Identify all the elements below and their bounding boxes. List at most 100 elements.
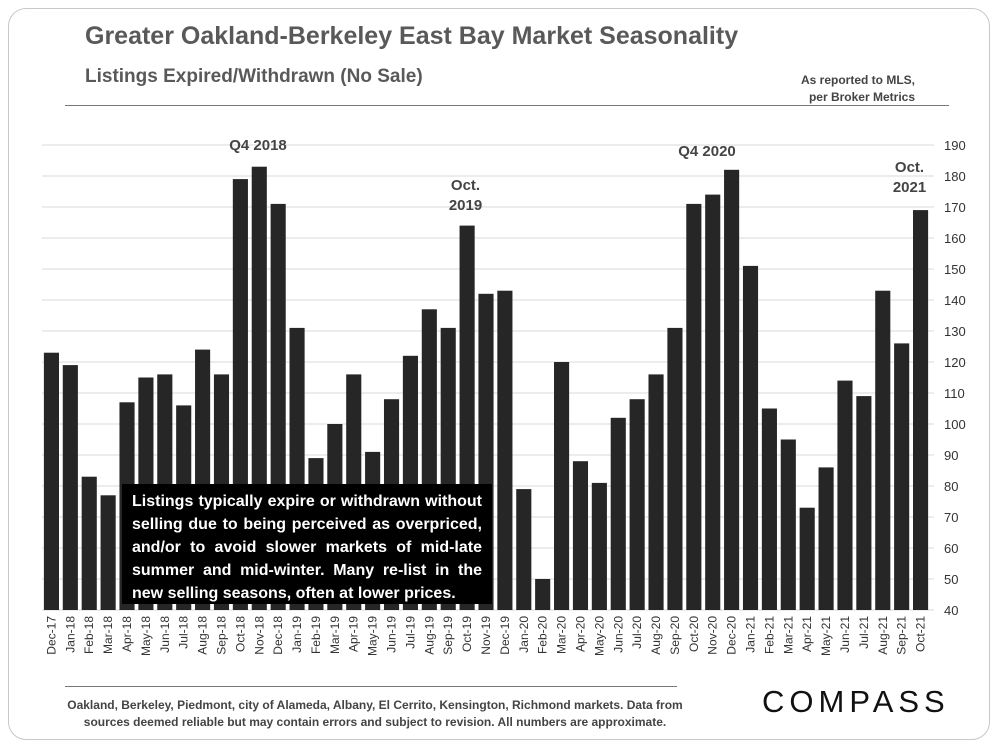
bar-dec-17: [43, 352, 60, 610]
y-tick-label: 130: [944, 324, 966, 339]
source-note: As reported to MLS, per Broker Metrics: [715, 72, 915, 106]
x-tick-label: Jun-18: [158, 616, 172, 653]
y-tick-label: 120: [944, 355, 966, 370]
x-tick-label: Dec-19: [498, 616, 512, 655]
x-tick-label: Feb-18: [82, 616, 96, 654]
x-tick-label: Mar-19: [328, 616, 342, 654]
annotation-oct-2021: Oct. 2021: [872, 158, 947, 198]
y-tick-label: 40: [944, 603, 958, 618]
x-tick-label: Nov-19: [479, 616, 493, 655]
x-tick-label: Jul-18: [177, 616, 191, 649]
x-tick-label: Jul-20: [630, 616, 644, 649]
bar-mar-18: [100, 495, 116, 610]
x-tick-label: Aug-19: [422, 616, 436, 655]
bar-aug-21: [875, 290, 891, 610]
footer-note-line1: Oakland, Berkeley, Piedmont, city of Ala…: [67, 698, 683, 712]
x-tick-label: Feb-21: [762, 616, 776, 654]
x-tick-label: Jan-20: [517, 616, 531, 653]
x-tick-label: Jun-19: [385, 616, 399, 653]
x-tick-label: May-18: [139, 616, 153, 656]
x-tick-label: May-21: [819, 616, 833, 656]
x-tick-label: Mar-21: [781, 616, 795, 654]
x-tick-label: Nov-18: [252, 616, 266, 655]
x-tick-label: May-19: [366, 616, 380, 656]
chart-subtitle: Listings Expired/Withdrawn (No Sale): [85, 66, 423, 87]
x-tick-label: Sep-18: [214, 616, 228, 655]
y-tick-label: 140: [944, 293, 966, 308]
y-tick-label: 60: [944, 541, 958, 556]
x-tick-label: Sep-20: [668, 616, 682, 655]
x-tick-label: Oct-20: [687, 616, 701, 652]
bar-oct-20: [686, 203, 702, 610]
x-tick-label: Sep-19: [441, 616, 455, 655]
bar-jul-21: [856, 396, 872, 610]
bar-jun-20: [610, 417, 626, 610]
x-tick-label: Apr-20: [573, 616, 587, 652]
y-tick-label: 190: [944, 138, 966, 153]
x-tick-label: Jan-19: [290, 616, 304, 653]
annotation-oct-2019-line1: Oct.: [450, 177, 481, 194]
x-tick-label: Apr-19: [347, 616, 361, 652]
annotation-oct-2019-line2: 2019: [448, 197, 483, 214]
x-tick-label: Feb-19: [309, 616, 323, 654]
bar-mar-21: [780, 439, 796, 610]
header-divider: [65, 105, 949, 106]
x-tick-label: Jun-20: [611, 616, 625, 653]
bar-may-20: [591, 482, 607, 610]
x-tick-label: Oct-21: [914, 616, 928, 652]
y-tick-label: 90: [944, 448, 958, 463]
y-tick-label: 80: [944, 479, 958, 494]
x-tick-label: Jun-21: [838, 616, 852, 653]
y-tick-label: 160: [944, 231, 966, 246]
bar-dec-20: [724, 169, 740, 611]
x-tick-label: Sep-21: [895, 616, 909, 655]
bar-jun-21: [837, 380, 853, 610]
x-tick-label: Aug-21: [876, 616, 890, 655]
x-tick-label: May-20: [592, 616, 606, 656]
footer-note: Oakland, Berkeley, Piedmont, city of Ala…: [40, 697, 710, 731]
compass-logo: COMPASS: [762, 684, 950, 720]
x-tick-label: Oct-19: [460, 616, 474, 652]
chart-title: Greater Oakland-Berkeley East Bay Market…: [85, 22, 739, 50]
source-note-line2: per Broker Metrics: [808, 90, 915, 104]
y-tick-label: 180: [944, 169, 966, 184]
x-tick-label: Aug-18: [196, 616, 210, 655]
bar-sep-20: [667, 327, 683, 610]
y-tick-label: 170: [944, 200, 966, 215]
x-axis-ticks: Dec-17 Jan-18 Feb-18 Mar-18 Apr-18 May-18 Jun-…: [44, 616, 927, 656]
x-tick-label: Jan-18: [63, 616, 77, 653]
x-tick-label: Apr-18: [120, 616, 134, 652]
x-tick-label: Dec-17: [44, 616, 58, 655]
annotation-oct-2019: Oct. 2019: [428, 176, 503, 216]
annotation-q4-2020: Q4 2020: [678, 143, 736, 160]
y-tick-label: 100: [944, 417, 966, 432]
bar-nov-20: [705, 194, 721, 610]
y-tick-label: 70: [944, 510, 958, 525]
y-tick-label: 150: [944, 262, 966, 277]
y-axis-ticks: 40 50 60 70 80 90 100 110 120 130 140 150 160 170 180 1…: [944, 138, 966, 618]
x-tick-label: Dec-18: [271, 616, 285, 655]
annotation-q4-2018: Q4 2018: [229, 137, 287, 154]
bar-jan-20: [516, 489, 532, 610]
bar-jan-21: [742, 265, 759, 610]
bar-dec-19: [497, 290, 513, 610]
x-tick-label: Nov-20: [706, 616, 720, 655]
x-tick-label: Dec-20: [725, 616, 739, 655]
source-note-line1: As reported to MLS,: [800, 73, 915, 87]
bar-may-21: [818, 467, 834, 610]
callout-box: Listings typically expire or withdrawn w…: [122, 484, 492, 604]
annotation-oct-2021-line1: Oct.: [894, 159, 925, 176]
x-tick-label: Jan-21: [744, 616, 758, 653]
bar-jul-20: [629, 399, 645, 610]
bar-aug-20: [648, 374, 664, 610]
bar-oct-21: [912, 210, 929, 610]
bar-feb-21: [761, 408, 777, 610]
bar-mar-20: [554, 362, 570, 610]
x-tick-label: Oct-18: [233, 616, 247, 652]
y-tick-label: 50: [944, 572, 958, 587]
bar-feb-20: [535, 579, 551, 610]
bar-apr-21: [799, 507, 815, 610]
footer-note-line2: sources deemed reliable but may contain …: [83, 715, 667, 729]
x-tick-label: Jul-21: [857, 616, 871, 649]
